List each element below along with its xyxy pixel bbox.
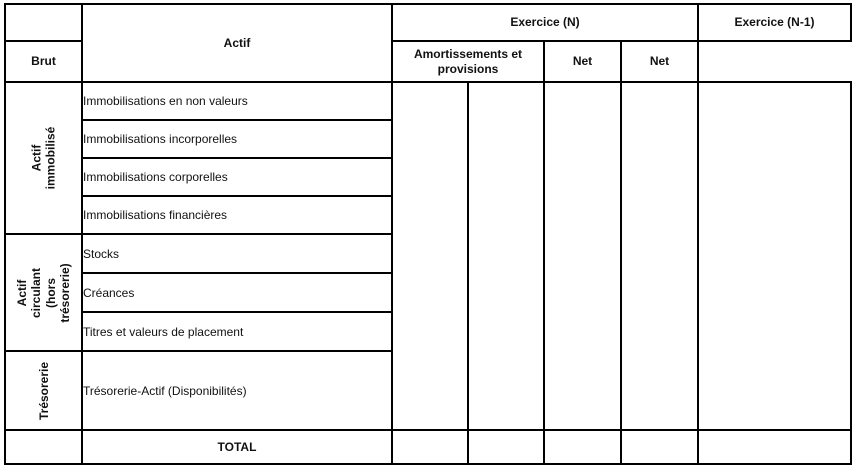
body-cell-amortissements-right (543, 81, 622, 431)
row-stocks: Stocks (81, 233, 393, 274)
row-titres-et-valeurs: Titres et valeurs de placement (81, 311, 393, 352)
table-row: Créances (5, 272, 851, 313)
body-cell-brut (391, 81, 469, 431)
table-row: Immobilisations incorporelles (5, 119, 851, 159)
bilan-actif-table: Actif Exercice (N) Exercice (N-1) Brut A… (4, 3, 852, 465)
header-row-2: Brut Amortissements et provisions Net Ne… (4, 40, 851, 83)
column-header-net: Net (543, 40, 622, 83)
table-row: Immobilisations financières (5, 195, 851, 235)
row-creances: Créances (81, 272, 393, 313)
row-immobilisations-financieres: Immobilisations financières (81, 195, 393, 235)
total-row-side-empty-cell (4, 429, 83, 465)
body-cell-net (620, 81, 699, 431)
section-label-actif-immobilise: Actif immobilisé (4, 81, 83, 235)
table-row: Trésorerie Trésorerie-Actif (Disponibili… (4, 350, 851, 431)
total-cell-brut (391, 429, 469, 465)
total-cell-net-n1 (697, 429, 852, 465)
table-row: Actif circulant (hors trésorerie) Stocks (4, 233, 851, 352)
total-row-label: TOTAL (81, 429, 393, 465)
row-immobilisations-incorporelles: Immobilisations incorporelles (81, 119, 393, 159)
body-cell-net-n1 (697, 81, 852, 431)
total-cell-amortissements-right (543, 429, 622, 465)
table-row: Actif immobilisé Immobilisations en non … (4, 81, 852, 431)
total-cell-amortissements-left (467, 429, 545, 465)
corner-empty-cell (4, 3, 83, 42)
total-row: TOTAL (4, 429, 852, 465)
column-group-header-exercice-n1: Exercice (N-1) (697, 3, 852, 42)
section-label-actif-circulant: Actif circulant (hors trésorerie) (4, 233, 83, 352)
column-header-actif: Actif (81, 3, 393, 83)
table-row: Immobilisations corporelles (5, 157, 851, 197)
column-header-net-n1: Net (620, 40, 699, 83)
column-header-brut: Brut (4, 40, 83, 83)
section-label-text: Trésorerie (36, 361, 51, 420)
row-immobilisations-en-non-valeurs: Immobilisations en non valeurs (81, 81, 393, 121)
section-label-tresorerie: Trésorerie (4, 350, 83, 431)
header-row-1: Actif Exercice (N) Exercice (N-1) (4, 3, 852, 83)
body-cell-amortissements-left (467, 81, 545, 431)
total-cell-net (620, 429, 699, 465)
section-label-text: Actif circulant (hors trésorerie) (14, 262, 72, 323)
section-label-text: Actif immobilisé (29, 126, 58, 190)
row-immobilisations-corporelles: Immobilisations corporelles (81, 157, 393, 197)
column-group-header-exercice-n: Exercice (N) (391, 3, 699, 42)
column-header-amortissements: Amortissements et provisions (391, 40, 545, 83)
row-tresorerie-actif: Trésorerie-Actif (Disponibilités) (81, 350, 393, 431)
table-row: Titres et valeurs de placement (5, 311, 851, 352)
